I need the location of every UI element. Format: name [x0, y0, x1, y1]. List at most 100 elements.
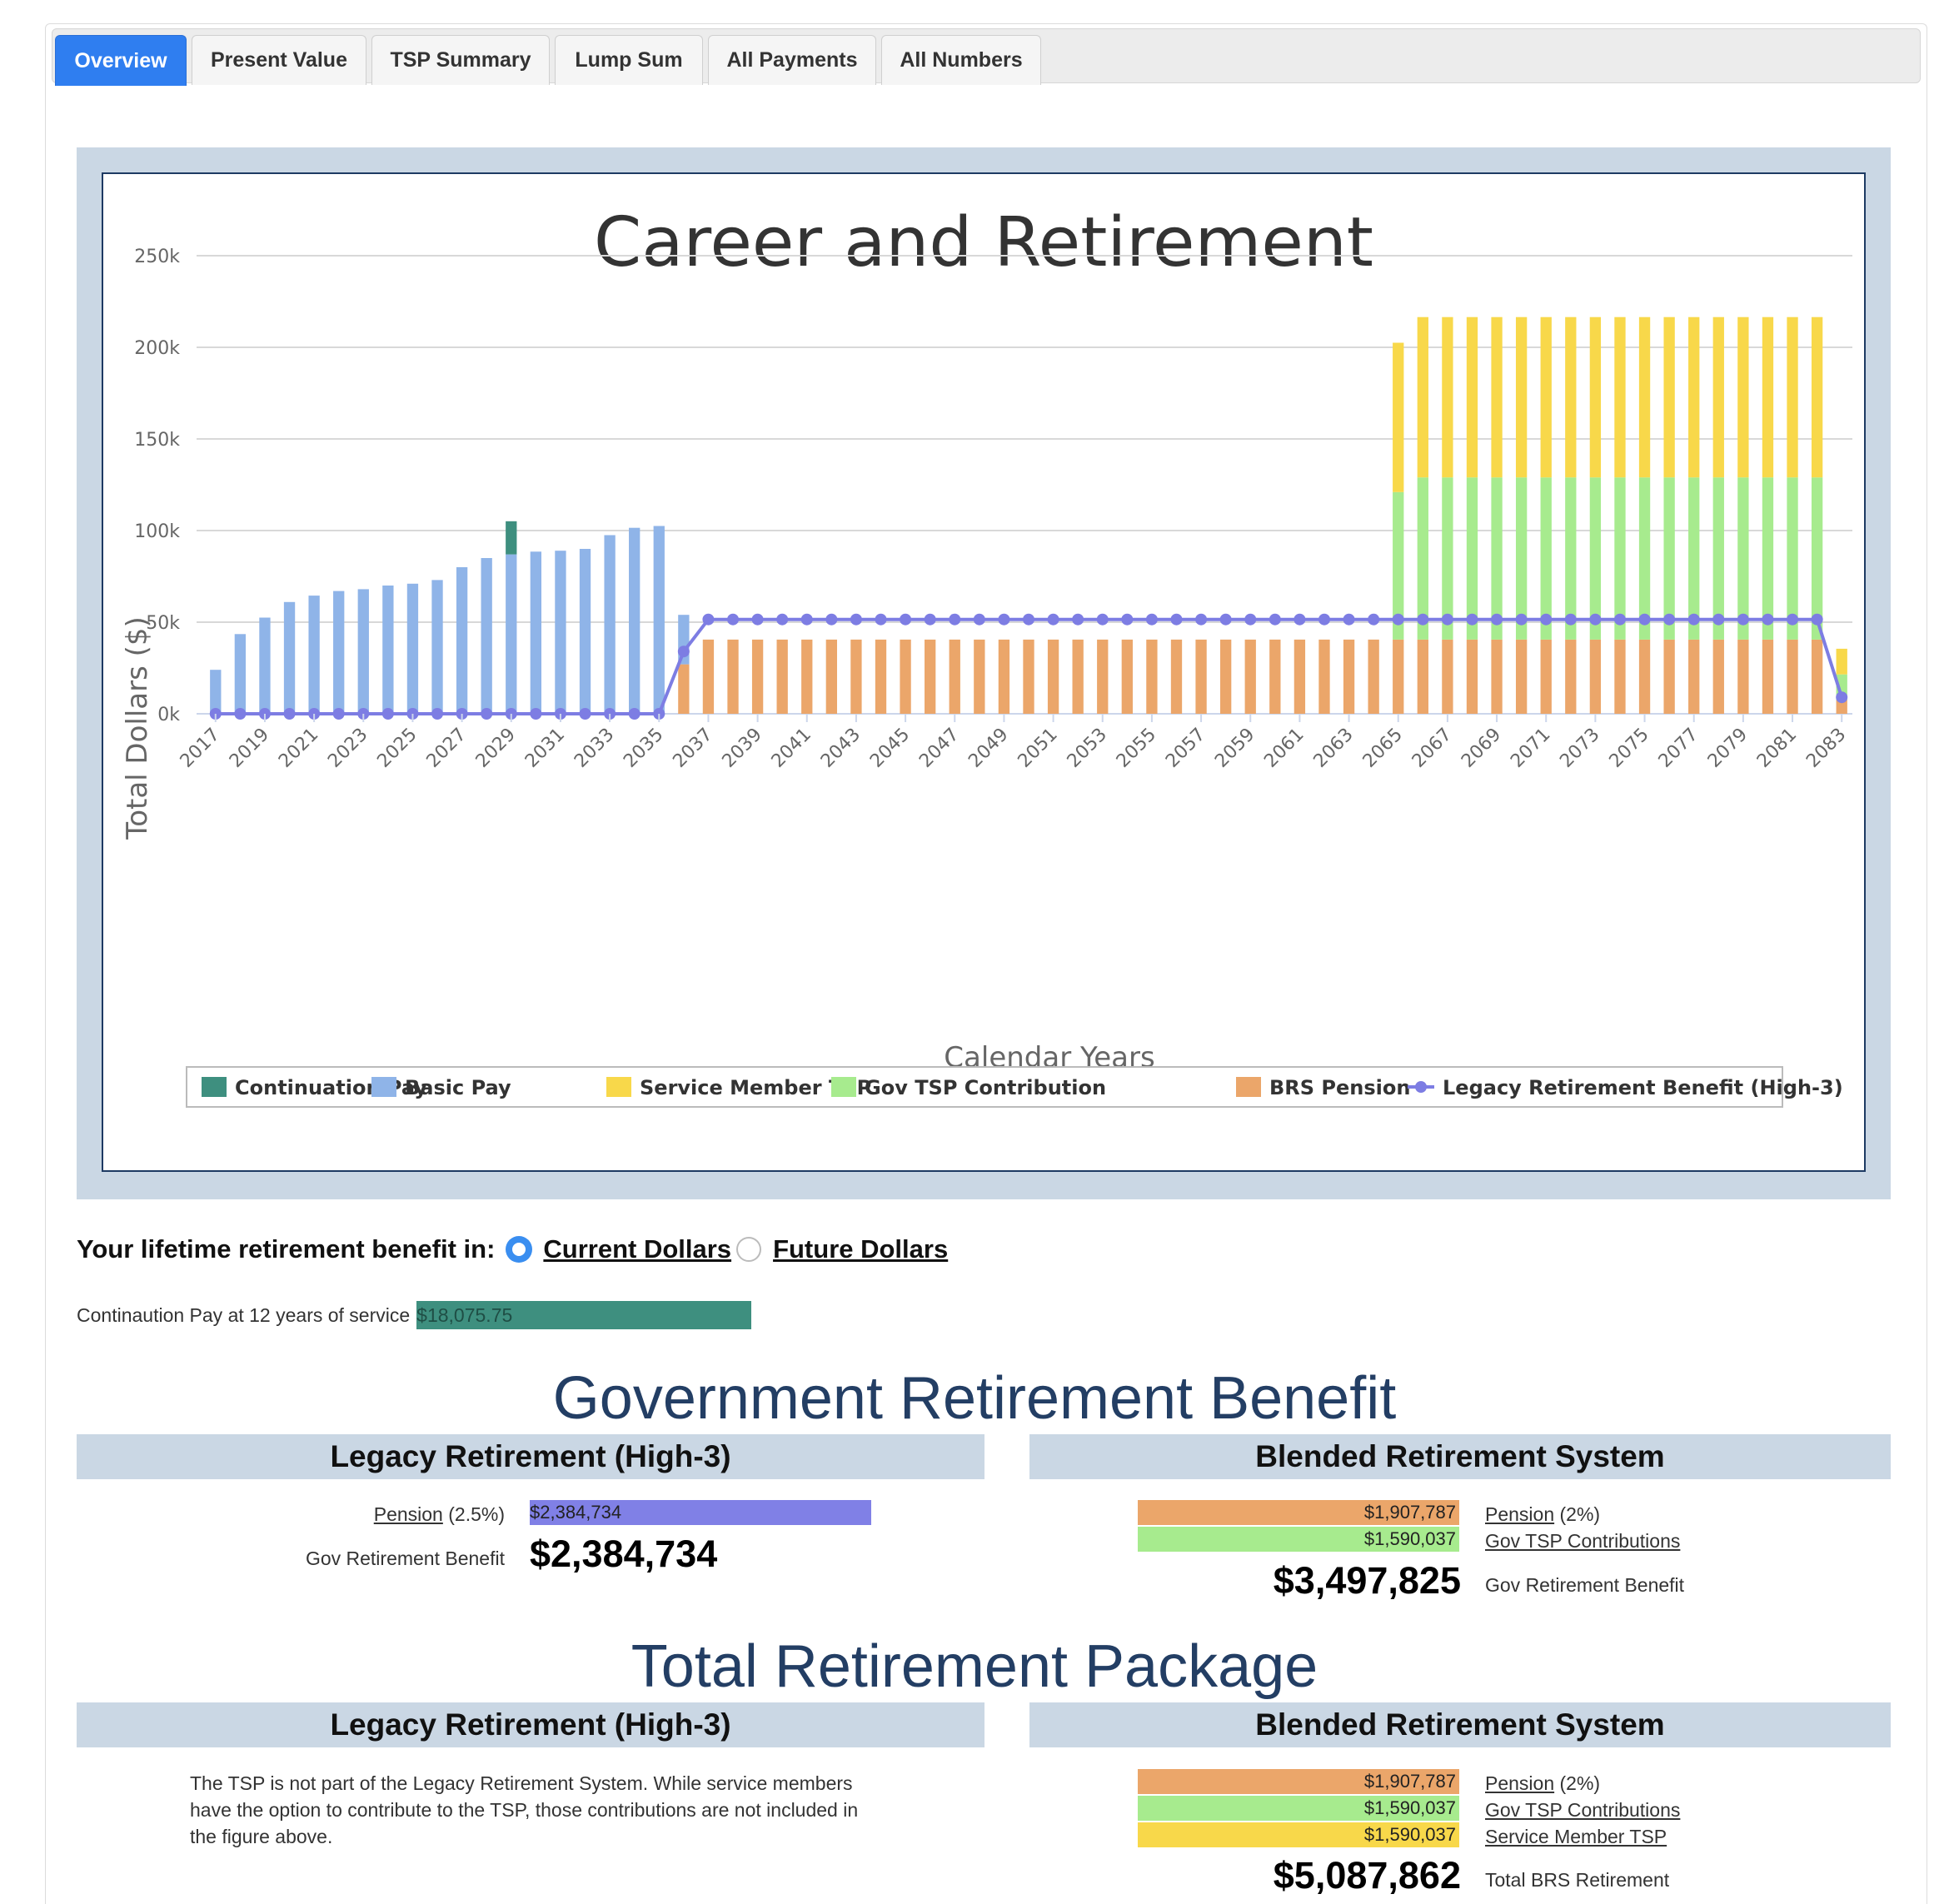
x-tick-label: 2075: [1606, 725, 1653, 772]
total-blended-gov-tsp-link[interactable]: Gov TSP Contributions: [1485, 1799, 1681, 1821]
legend-item-basic-pay[interactable]: Basic Pay: [405, 1076, 511, 1099]
x-tick-label: 2019: [226, 725, 273, 772]
y-axis-label: Total Dollars ($): [121, 616, 154, 840]
legacy-benefit-point: [702, 613, 715, 626]
x-tick-label: 2063: [1310, 725, 1358, 772]
x-tick-label: 2043: [817, 725, 865, 772]
legacy-benefit-point: [283, 708, 296, 720]
legacy-benefit-point: [924, 613, 936, 626]
x-tick-label: 2065: [1359, 725, 1407, 772]
legend-item-gov-tsp-contribution[interactable]: Gov TSP Contribution: [865, 1076, 1106, 1099]
bar-service-member-tsp: [1565, 317, 1577, 478]
bar-gov-tsp-contribution: [1712, 477, 1724, 640]
legacy-benefit-point: [628, 708, 641, 720]
total-blended-pension-link[interactable]: Pension: [1485, 1772, 1555, 1794]
y-tick-label: 150k: [134, 430, 180, 451]
bar-gov-tsp-contribution: [1811, 477, 1823, 640]
gov-legacy-pension-link[interactable]: Pension: [373, 1503, 443, 1525]
legacy-benefit-point: [1145, 613, 1158, 626]
legacy-benefit-point: [998, 613, 1010, 626]
bar-service-member-tsp: [1466, 317, 1478, 478]
x-tick-label: 2021: [275, 725, 322, 772]
gov-blended-total-label: Gov Retirement Benefit: [1485, 1574, 1685, 1596]
gov-blended-pension-link[interactable]: Pension: [1485, 1503, 1555, 1525]
radio-future-dollars[interactable]: [736, 1237, 762, 1262]
gov-legacy-pension-bar: $2,384,734: [530, 1500, 871, 1525]
legacy-benefit-point: [1638, 613, 1651, 626]
gov-legacy-total-label: Gov Retirement Benefit: [305, 1548, 505, 1569]
bar-gov-tsp-contribution: [1466, 477, 1478, 640]
x-tick-label: 2069: [1458, 725, 1505, 772]
bar-service-member-tsp: [1688, 317, 1700, 478]
bar-gov-tsp-contribution: [1442, 477, 1453, 640]
legacy-benefit-point: [900, 613, 912, 626]
tab-lump-sum[interactable]: Lump Sum: [555, 35, 703, 85]
legacy-benefit-point: [1269, 613, 1281, 626]
x-tick-label: 2023: [324, 725, 371, 772]
total-blended-pension-label: Pension (2%): [1485, 1772, 1600, 1795]
bar-brs-pension: [1343, 639, 1355, 714]
bar-basic-pay: [530, 551, 542, 714]
legend-item-legacy-retirement-benefit-high-3[interactable]: Legacy Retirement Benefit (High-3): [1443, 1076, 1843, 1099]
bar-brs-pension: [702, 639, 715, 714]
total-blended-member-tsp-link[interactable]: Service Member TSP: [1485, 1826, 1667, 1847]
bar-brs-pension: [1787, 639, 1798, 714]
tab-all-numbers[interactable]: All Numbers: [881, 35, 1041, 85]
legend-swatch-gov-tsp-contribution: [831, 1077, 856, 1097]
x-tick-label: 2067: [1408, 725, 1456, 772]
bar-brs-pension: [1737, 639, 1749, 714]
gov-blended-tsp-link[interactable]: Gov TSP Contributions: [1485, 1530, 1681, 1552]
legend-swatch-brs-pension: [1236, 1077, 1261, 1097]
bar-gov-tsp-contribution: [1762, 477, 1774, 640]
selector-label: Your lifetime retirement benefit in:: [77, 1234, 496, 1264]
tab-present-value[interactable]: Present Value: [192, 35, 366, 85]
tab-overview[interactable]: Overview: [55, 35, 187, 86]
bar-brs-pension: [1294, 639, 1306, 714]
bar-gov-tsp-contribution: [1663, 477, 1675, 640]
bar-brs-pension: [998, 639, 1010, 714]
y-tick-label: 250k: [134, 247, 180, 267]
bar-basic-pay: [283, 601, 296, 714]
x-tick-label: 2035: [620, 725, 667, 772]
bar-brs-pension: [925, 639, 936, 714]
bar-brs-pension: [1688, 639, 1700, 714]
bar-basic-pay: [431, 580, 443, 714]
bar-brs-pension: [1712, 639, 1724, 714]
bar-brs-pension: [801, 639, 813, 714]
bar-brs-pension: [1417, 639, 1428, 714]
gov-legacy-pension-rate: (2.5%): [442, 1503, 505, 1525]
legacy-benefit-point: [1023, 613, 1034, 626]
gov-benefit-title: Government Retirement Benefit: [552, 1365, 1397, 1432]
option-current-dollars[interactable]: Current Dollars: [543, 1234, 732, 1264]
bar-basic-pay: [357, 589, 369, 714]
bar-service-member-tsp: [1442, 317, 1453, 478]
bar-service-member-tsp: [1491, 317, 1503, 478]
bar-gov-tsp-contribution: [1737, 477, 1749, 640]
bar-basic-pay: [259, 617, 271, 714]
bar-basic-pay: [210, 670, 222, 714]
bar-gov-tsp-contribution: [1614, 477, 1626, 640]
bar-gov-tsp-contribution: [1515, 477, 1528, 640]
x-tick-label: 2047: [915, 725, 963, 772]
tab-tsp-summary[interactable]: TSP Summary: [371, 35, 550, 85]
legend-item-brs-pension[interactable]: BRS Pension: [1269, 1076, 1410, 1099]
legacy-benefit-point: [677, 645, 690, 658]
legacy-benefit-point: [1712, 613, 1725, 626]
legend-item-continuation-pay[interactable]: Continuation Pay: [235, 1076, 427, 1099]
legend-swatch-continuation-pay: [202, 1077, 227, 1097]
y-tick-label: 200k: [134, 338, 180, 359]
legend-box: [186, 1066, 1783, 1108]
legacy-benefit-point: [751, 613, 764, 626]
bar-gov-tsp-contribution: [1417, 477, 1428, 640]
career-retirement-chart: Career and Retirement 2017 2019 2021 2023 20…: [121, 203, 1852, 1108]
option-future-dollars[interactable]: Future Dollars: [773, 1234, 949, 1264]
radio-current-dollars[interactable]: [506, 1237, 532, 1262]
legend-marker-legacy-retirement-benefit-high-3: [1415, 1081, 1427, 1093]
x-tick-label: 2081: [1753, 725, 1801, 772]
tab-all-payments[interactable]: All Payments: [708, 35, 876, 85]
bar-basic-pay: [456, 567, 468, 714]
legacy-benefit-point: [1663, 613, 1676, 626]
continuation-label: Continaution Pay at 12 years of service: [77, 1303, 411, 1326]
legacy-benefit-point: [1121, 613, 1134, 626]
legacy-benefit-point: [234, 708, 247, 720]
